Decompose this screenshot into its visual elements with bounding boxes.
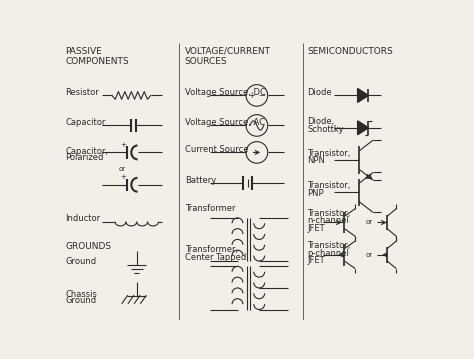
Text: Chassis: Chassis: [65, 290, 97, 299]
Text: PASSIVE
COMPONENTS: PASSIVE COMPONENTS: [65, 47, 129, 66]
Text: n-channel: n-channel: [307, 216, 349, 225]
Circle shape: [246, 142, 268, 163]
Text: Schottky: Schottky: [307, 125, 344, 134]
Text: −: −: [258, 91, 265, 100]
Text: Current Source: Current Source: [185, 145, 248, 154]
Text: Transformer,: Transformer,: [185, 245, 238, 254]
Text: Polarized: Polarized: [65, 153, 104, 162]
Text: Transistor,: Transistor,: [307, 181, 351, 190]
Text: Inductor: Inductor: [65, 214, 100, 223]
Text: or: or: [118, 166, 125, 172]
Circle shape: [246, 115, 268, 136]
Text: Voltage Source, AC: Voltage Source, AC: [185, 118, 265, 127]
Text: Voltage Source, DC: Voltage Source, DC: [185, 88, 265, 97]
Text: +: +: [121, 142, 127, 148]
Text: PNP: PNP: [307, 189, 324, 198]
Text: VOLTAGE/CURRENT
SOURCES: VOLTAGE/CURRENT SOURCES: [185, 47, 271, 66]
Text: +: +: [121, 174, 127, 180]
Text: Capacitor: Capacitor: [65, 118, 106, 127]
Text: Capacitor,: Capacitor,: [65, 147, 109, 156]
Text: Transistor,: Transistor,: [307, 209, 351, 218]
Text: +: +: [248, 91, 255, 100]
Text: GROUNDS: GROUNDS: [65, 242, 111, 251]
Text: or: or: [365, 252, 373, 258]
Polygon shape: [357, 89, 368, 102]
Text: or: or: [365, 219, 373, 225]
Text: Transistor,: Transistor,: [307, 241, 351, 250]
Circle shape: [246, 85, 268, 106]
Text: Diode: Diode: [307, 88, 332, 97]
Polygon shape: [357, 121, 368, 135]
Text: Resistor: Resistor: [65, 88, 99, 97]
Text: Transistor,: Transistor,: [307, 149, 351, 158]
Text: Battery: Battery: [185, 176, 216, 185]
Text: Transformer: Transformer: [185, 204, 235, 213]
Text: JFET: JFET: [307, 256, 325, 266]
Text: SEMICONDUCTORS: SEMICONDUCTORS: [307, 47, 393, 56]
Text: Ground: Ground: [65, 257, 97, 266]
Text: NPN: NPN: [307, 157, 325, 165]
Text: Diode,: Diode,: [307, 117, 335, 126]
Text: p-channel: p-channel: [307, 249, 349, 258]
Text: Center Tapped: Center Tapped: [185, 253, 246, 262]
Text: JFET: JFET: [307, 224, 325, 233]
Text: Ground: Ground: [65, 297, 97, 306]
